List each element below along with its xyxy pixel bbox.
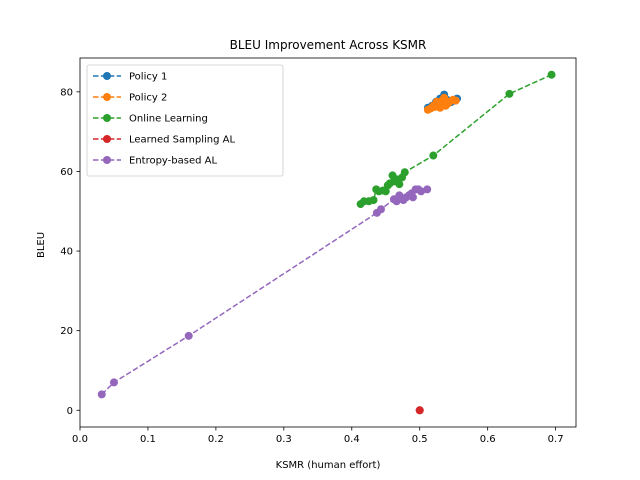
legend-label: Online Learning: [129, 114, 208, 125]
series-3: [356, 70, 556, 209]
chart-title: BLEU Improvement Across KSMR: [230, 38, 427, 52]
x-axis: 0.0 0.1 0.2 0.3 0.4 0.5 0.6 0.7: [72, 427, 564, 445]
y-tick-label: 60: [60, 167, 73, 178]
x-tick-label: 0.4: [344, 434, 360, 445]
data-point: [423, 185, 432, 194]
y-tick-label: 20: [60, 326, 73, 337]
legend-swatch-marker: [103, 156, 111, 164]
x-tick-label: 0.5: [412, 434, 428, 445]
legend-item: Online Learning: [93, 114, 208, 125]
series-2: [423, 93, 460, 114]
x-tick-label: 0.3: [276, 434, 292, 445]
legend-box: [86, 64, 284, 177]
data-point: [400, 168, 409, 177]
legend: Policy 1 Policy 2 Online Learning Learned S…: [86, 64, 284, 177]
legend-label: Policy 1: [129, 72, 167, 83]
series-5: [97, 185, 432, 399]
legend-item: Policy 1: [93, 72, 167, 83]
x-tick-label: 0.1: [140, 434, 156, 445]
axes-frame: [79, 57, 577, 428]
legend-swatch-marker: [103, 135, 111, 143]
legend-swatch-marker: [103, 72, 111, 80]
plot-area: [79, 57, 577, 428]
y-tick-label: 0: [67, 406, 73, 417]
legend-swatch-marker: [103, 114, 111, 122]
data-point: [109, 378, 118, 387]
legend-item: Policy 2: [93, 93, 167, 104]
data-point: [429, 151, 438, 160]
legend-label: Entropy-based AL: [129, 156, 217, 167]
data-point: [408, 193, 417, 202]
series-group: [97, 70, 556, 415]
y-tick-label: 80: [60, 87, 73, 98]
x-tick-label: 0.6: [480, 434, 496, 445]
x-tick-label: 0.0: [72, 434, 88, 445]
data-point: [369, 196, 378, 205]
legend-label: Learned Sampling AL: [129, 135, 235, 146]
legend-item: Entropy-based AL: [93, 156, 217, 167]
y-tick-label: 40: [60, 247, 73, 258]
data-point: [184, 331, 193, 340]
x-tick-label: 0.2: [208, 434, 224, 445]
x-axis-title: KSMR (human effort): [276, 460, 381, 471]
legend-item: Learned Sampling AL: [93, 135, 235, 146]
data-point: [505, 89, 514, 98]
data-point: [97, 390, 106, 399]
y-axis: 0 20 40 60 80: [60, 87, 80, 417]
data-point: [451, 96, 460, 105]
series-4: [415, 406, 424, 415]
data-point: [415, 406, 424, 415]
legend-label: Policy 2: [129, 93, 167, 104]
data-point: [547, 70, 556, 79]
data-point: [376, 205, 385, 214]
legend-swatch-marker: [103, 93, 111, 101]
y-axis-title: BLEU: [36, 232, 47, 258]
x-tick-label: 0.7: [548, 434, 564, 445]
data-point: [417, 187, 426, 196]
data-point: [395, 180, 404, 189]
